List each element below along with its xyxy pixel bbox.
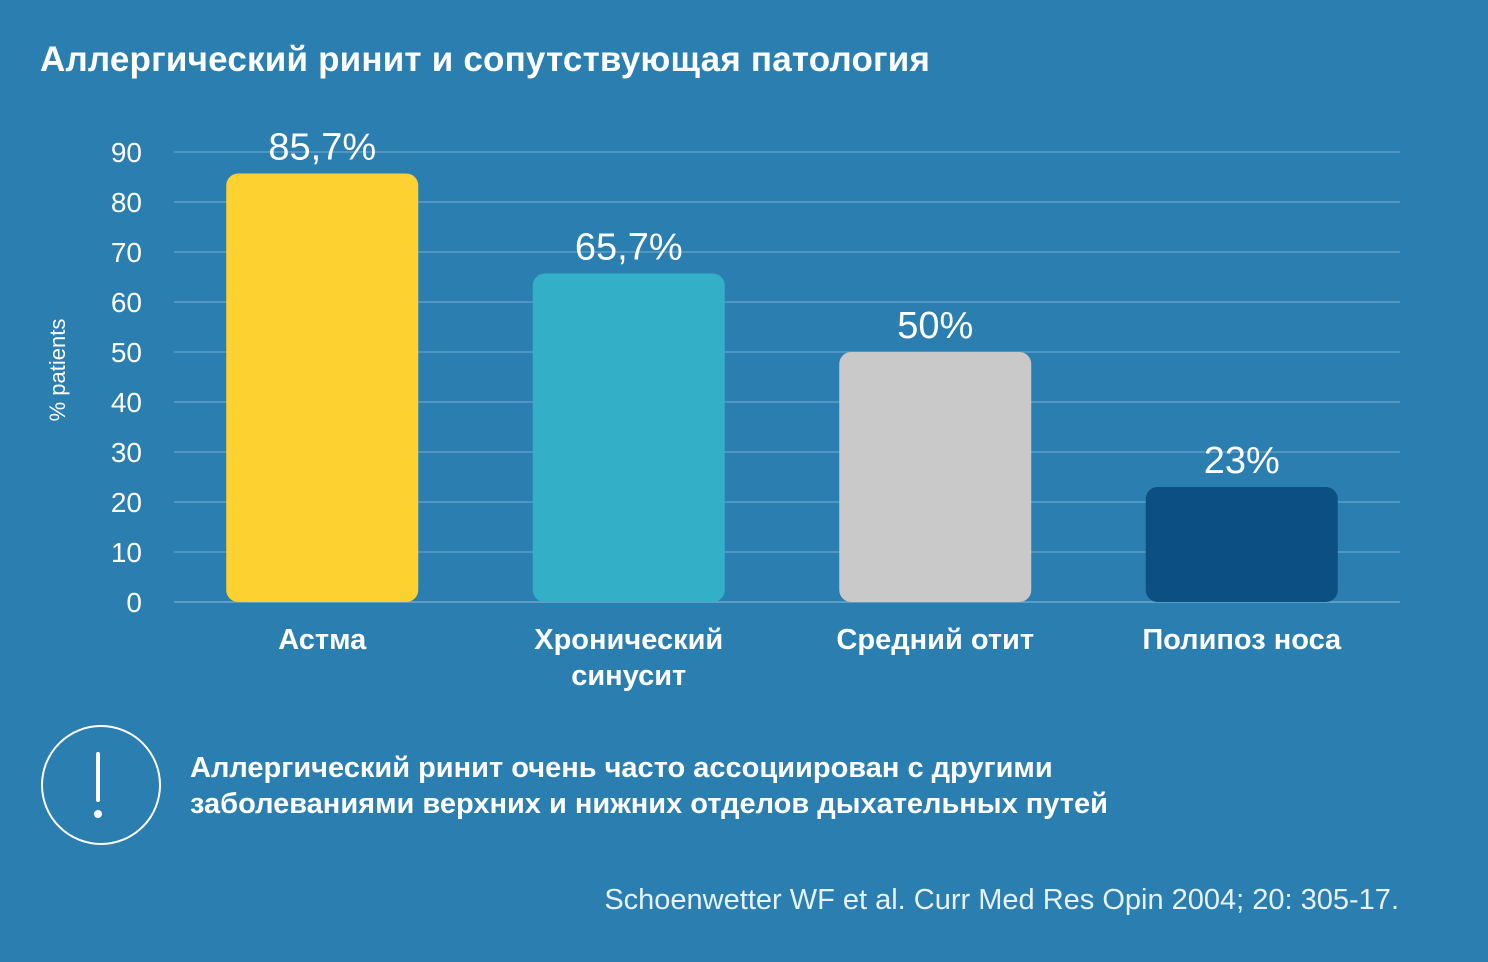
y-tick-label: 30 bbox=[111, 437, 142, 468]
y-tick-label: 20 bbox=[111, 487, 142, 518]
y-tick-label: 90 bbox=[111, 137, 142, 168]
y-tick-label: 50 bbox=[111, 337, 142, 368]
note-text-line-2: заболеваниями верхних и нижних отделов д… bbox=[190, 788, 1108, 820]
x-category-label: Хронический синусит bbox=[499, 622, 759, 694]
note-text: Аллергический ринит очень часто ассоциир… bbox=[190, 750, 1340, 822]
y-tick-label: 60 bbox=[111, 287, 142, 318]
chart-title: Аллергический ринит и сопутствующая пато… bbox=[40, 40, 931, 79]
x-category-label-line: Астма bbox=[278, 624, 367, 656]
x-category-label: Астма bbox=[192, 622, 452, 658]
y-tick-label: 80 bbox=[111, 187, 142, 218]
bar bbox=[1145, 487, 1338, 602]
y-tick-label: 70 bbox=[111, 237, 142, 268]
x-category-label: Полипоз носа bbox=[1112, 622, 1372, 658]
source-citation: Schoenwetter WF et al. Curr Med Res Opin… bbox=[604, 884, 1399, 916]
bar-value-label: 50% bbox=[897, 305, 973, 347]
bar bbox=[532, 273, 725, 602]
bar bbox=[839, 352, 1032, 602]
bar-value-label: 23% bbox=[1204, 440, 1280, 482]
x-category-label-line: Средний отит bbox=[836, 624, 1035, 656]
y-tick-label: 40 bbox=[111, 387, 142, 418]
bar bbox=[226, 173, 419, 602]
y-tick-label: 10 bbox=[111, 537, 142, 568]
exclamation-icon-bar bbox=[96, 752, 100, 802]
exclamation-icon-dot bbox=[94, 810, 102, 818]
bar-value-label: 85,7% bbox=[268, 127, 376, 169]
y-tick-label: 0 bbox=[126, 587, 142, 618]
x-category-label: Средний отит bbox=[805, 622, 1065, 658]
x-category-label-line: Хронический bbox=[534, 624, 724, 656]
x-category-label-line: Полипоз носа bbox=[1142, 624, 1342, 656]
x-category-label-line: синусит bbox=[571, 660, 687, 692]
exclamation-icon bbox=[41, 725, 161, 845]
note-text-line-1: Аллергический ринит очень часто ассоциир… bbox=[190, 752, 1053, 784]
y-axis-label: % patients bbox=[45, 318, 70, 422]
bar-value-label: 65,7% bbox=[575, 227, 683, 269]
